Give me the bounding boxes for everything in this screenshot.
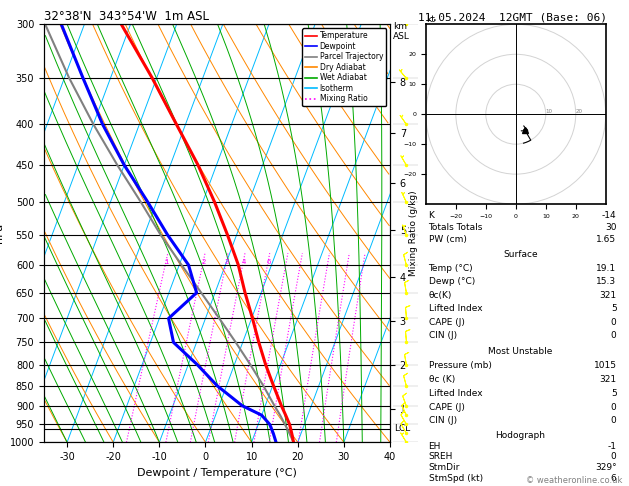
Text: 4: 4 xyxy=(242,259,246,265)
Text: 321: 321 xyxy=(599,375,616,384)
Text: PW (cm): PW (cm) xyxy=(428,235,466,244)
Text: StmDir: StmDir xyxy=(428,463,460,472)
Text: 1.65: 1.65 xyxy=(596,235,616,244)
Text: θᴄ (K): θᴄ (K) xyxy=(428,375,455,384)
Text: Lifted Index: Lifted Index xyxy=(428,389,482,398)
Text: Most Unstable: Most Unstable xyxy=(488,347,553,356)
Text: 321: 321 xyxy=(599,291,616,300)
Text: kt: kt xyxy=(426,15,435,24)
Text: StmSpd (kt): StmSpd (kt) xyxy=(428,474,482,483)
Text: 1: 1 xyxy=(164,259,169,265)
Text: 10: 10 xyxy=(546,109,553,114)
Text: 11.05.2024  12GMT (Base: 06): 11.05.2024 12GMT (Base: 06) xyxy=(418,12,607,22)
Text: 30: 30 xyxy=(605,223,616,232)
Text: 2: 2 xyxy=(201,259,206,265)
Text: LCL: LCL xyxy=(394,424,410,434)
Text: Surface: Surface xyxy=(503,250,538,259)
Text: 5: 5 xyxy=(611,389,616,398)
Text: 0: 0 xyxy=(611,402,616,412)
Text: θᴄ(K): θᴄ(K) xyxy=(428,291,452,300)
Text: CIN (J): CIN (J) xyxy=(428,331,457,340)
Text: 0: 0 xyxy=(611,318,616,327)
Text: EH: EH xyxy=(428,442,441,451)
Text: 0: 0 xyxy=(611,452,616,461)
Text: Dewp (°C): Dewp (°C) xyxy=(428,277,475,286)
Text: 1015: 1015 xyxy=(594,361,616,370)
Text: 5: 5 xyxy=(611,304,616,313)
Text: Totals Totals: Totals Totals xyxy=(428,223,483,232)
Text: Lifted Index: Lifted Index xyxy=(428,304,482,313)
Legend: Temperature, Dewpoint, Parcel Trajectory, Dry Adiabat, Wet Adiabat, Isotherm, Mi: Temperature, Dewpoint, Parcel Trajectory… xyxy=(302,28,386,106)
Text: Temp (°C): Temp (°C) xyxy=(428,264,473,273)
Text: 329°: 329° xyxy=(595,463,616,472)
Text: 3: 3 xyxy=(225,259,229,265)
Text: -14: -14 xyxy=(602,210,616,220)
Text: 6: 6 xyxy=(266,259,271,265)
Text: © weatheronline.co.uk: © weatheronline.co.uk xyxy=(526,476,623,485)
Text: CAPE (J): CAPE (J) xyxy=(428,402,464,412)
Text: 0: 0 xyxy=(611,331,616,340)
Text: Hodograph: Hodograph xyxy=(496,431,545,440)
Text: CAPE (J): CAPE (J) xyxy=(428,318,464,327)
Text: SREH: SREH xyxy=(428,452,453,461)
Y-axis label: hPa: hPa xyxy=(0,223,4,243)
Text: 20: 20 xyxy=(576,109,582,114)
Text: 19.1: 19.1 xyxy=(596,264,616,273)
Text: 15.3: 15.3 xyxy=(596,277,616,286)
Text: Pressure (mb): Pressure (mb) xyxy=(428,361,491,370)
Y-axis label: Mixing Ratio (g/kg): Mixing Ratio (g/kg) xyxy=(409,191,418,276)
Text: CIN (J): CIN (J) xyxy=(428,417,457,425)
Text: 32°38'N  343°54'W  1m ASL: 32°38'N 343°54'W 1m ASL xyxy=(44,10,209,23)
Text: K: K xyxy=(428,210,435,220)
Text: 6: 6 xyxy=(611,474,616,483)
X-axis label: Dewpoint / Temperature (°C): Dewpoint / Temperature (°C) xyxy=(137,468,297,478)
Text: km
ASL: km ASL xyxy=(393,22,410,40)
Text: 0: 0 xyxy=(611,417,616,425)
Text: -1: -1 xyxy=(608,442,616,451)
